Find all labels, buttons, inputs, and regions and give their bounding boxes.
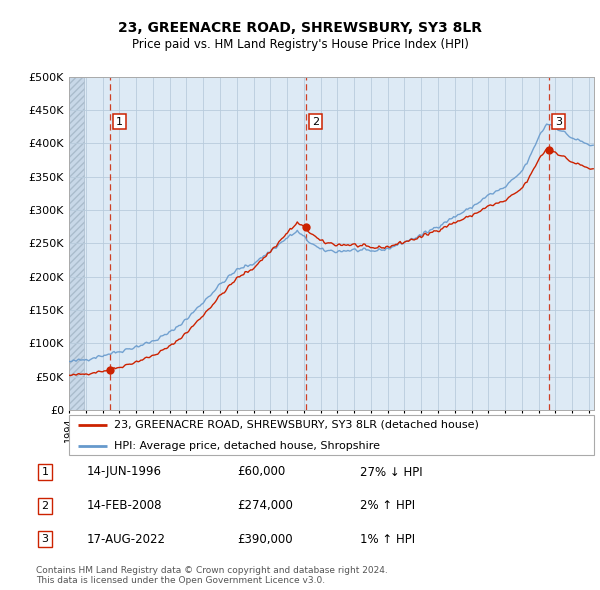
Text: 23, GREENACRE ROAD, SHREWSBURY, SY3 8LR: 23, GREENACRE ROAD, SHREWSBURY, SY3 8LR xyxy=(118,21,482,35)
Text: 23, GREENACRE ROAD, SHREWSBURY, SY3 8LR (detached house): 23, GREENACRE ROAD, SHREWSBURY, SY3 8LR … xyxy=(113,420,479,430)
Text: 3: 3 xyxy=(555,117,562,127)
Text: 14-JUN-1996: 14-JUN-1996 xyxy=(87,466,162,478)
Text: 2: 2 xyxy=(41,501,49,510)
Text: £390,000: £390,000 xyxy=(237,533,293,546)
Text: 14-FEB-2008: 14-FEB-2008 xyxy=(87,499,163,512)
Text: Price paid vs. HM Land Registry's House Price Index (HPI): Price paid vs. HM Land Registry's House … xyxy=(131,38,469,51)
Text: 1% ↑ HPI: 1% ↑ HPI xyxy=(360,533,415,546)
Text: HPI: Average price, detached house, Shropshire: HPI: Average price, detached house, Shro… xyxy=(113,441,380,451)
Text: 1: 1 xyxy=(41,467,49,477)
Text: 27% ↓ HPI: 27% ↓ HPI xyxy=(360,466,422,478)
Text: 2: 2 xyxy=(312,117,319,127)
Text: 17-AUG-2022: 17-AUG-2022 xyxy=(87,533,166,546)
Text: Contains HM Land Registry data © Crown copyright and database right 2024.
This d: Contains HM Land Registry data © Crown c… xyxy=(36,566,388,585)
Text: £274,000: £274,000 xyxy=(237,499,293,512)
Text: £60,000: £60,000 xyxy=(237,466,285,478)
Text: 3: 3 xyxy=(41,535,49,544)
Bar xyxy=(69,77,85,410)
Text: 2% ↑ HPI: 2% ↑ HPI xyxy=(360,499,415,512)
FancyBboxPatch shape xyxy=(69,415,594,455)
Text: 1: 1 xyxy=(116,117,123,127)
